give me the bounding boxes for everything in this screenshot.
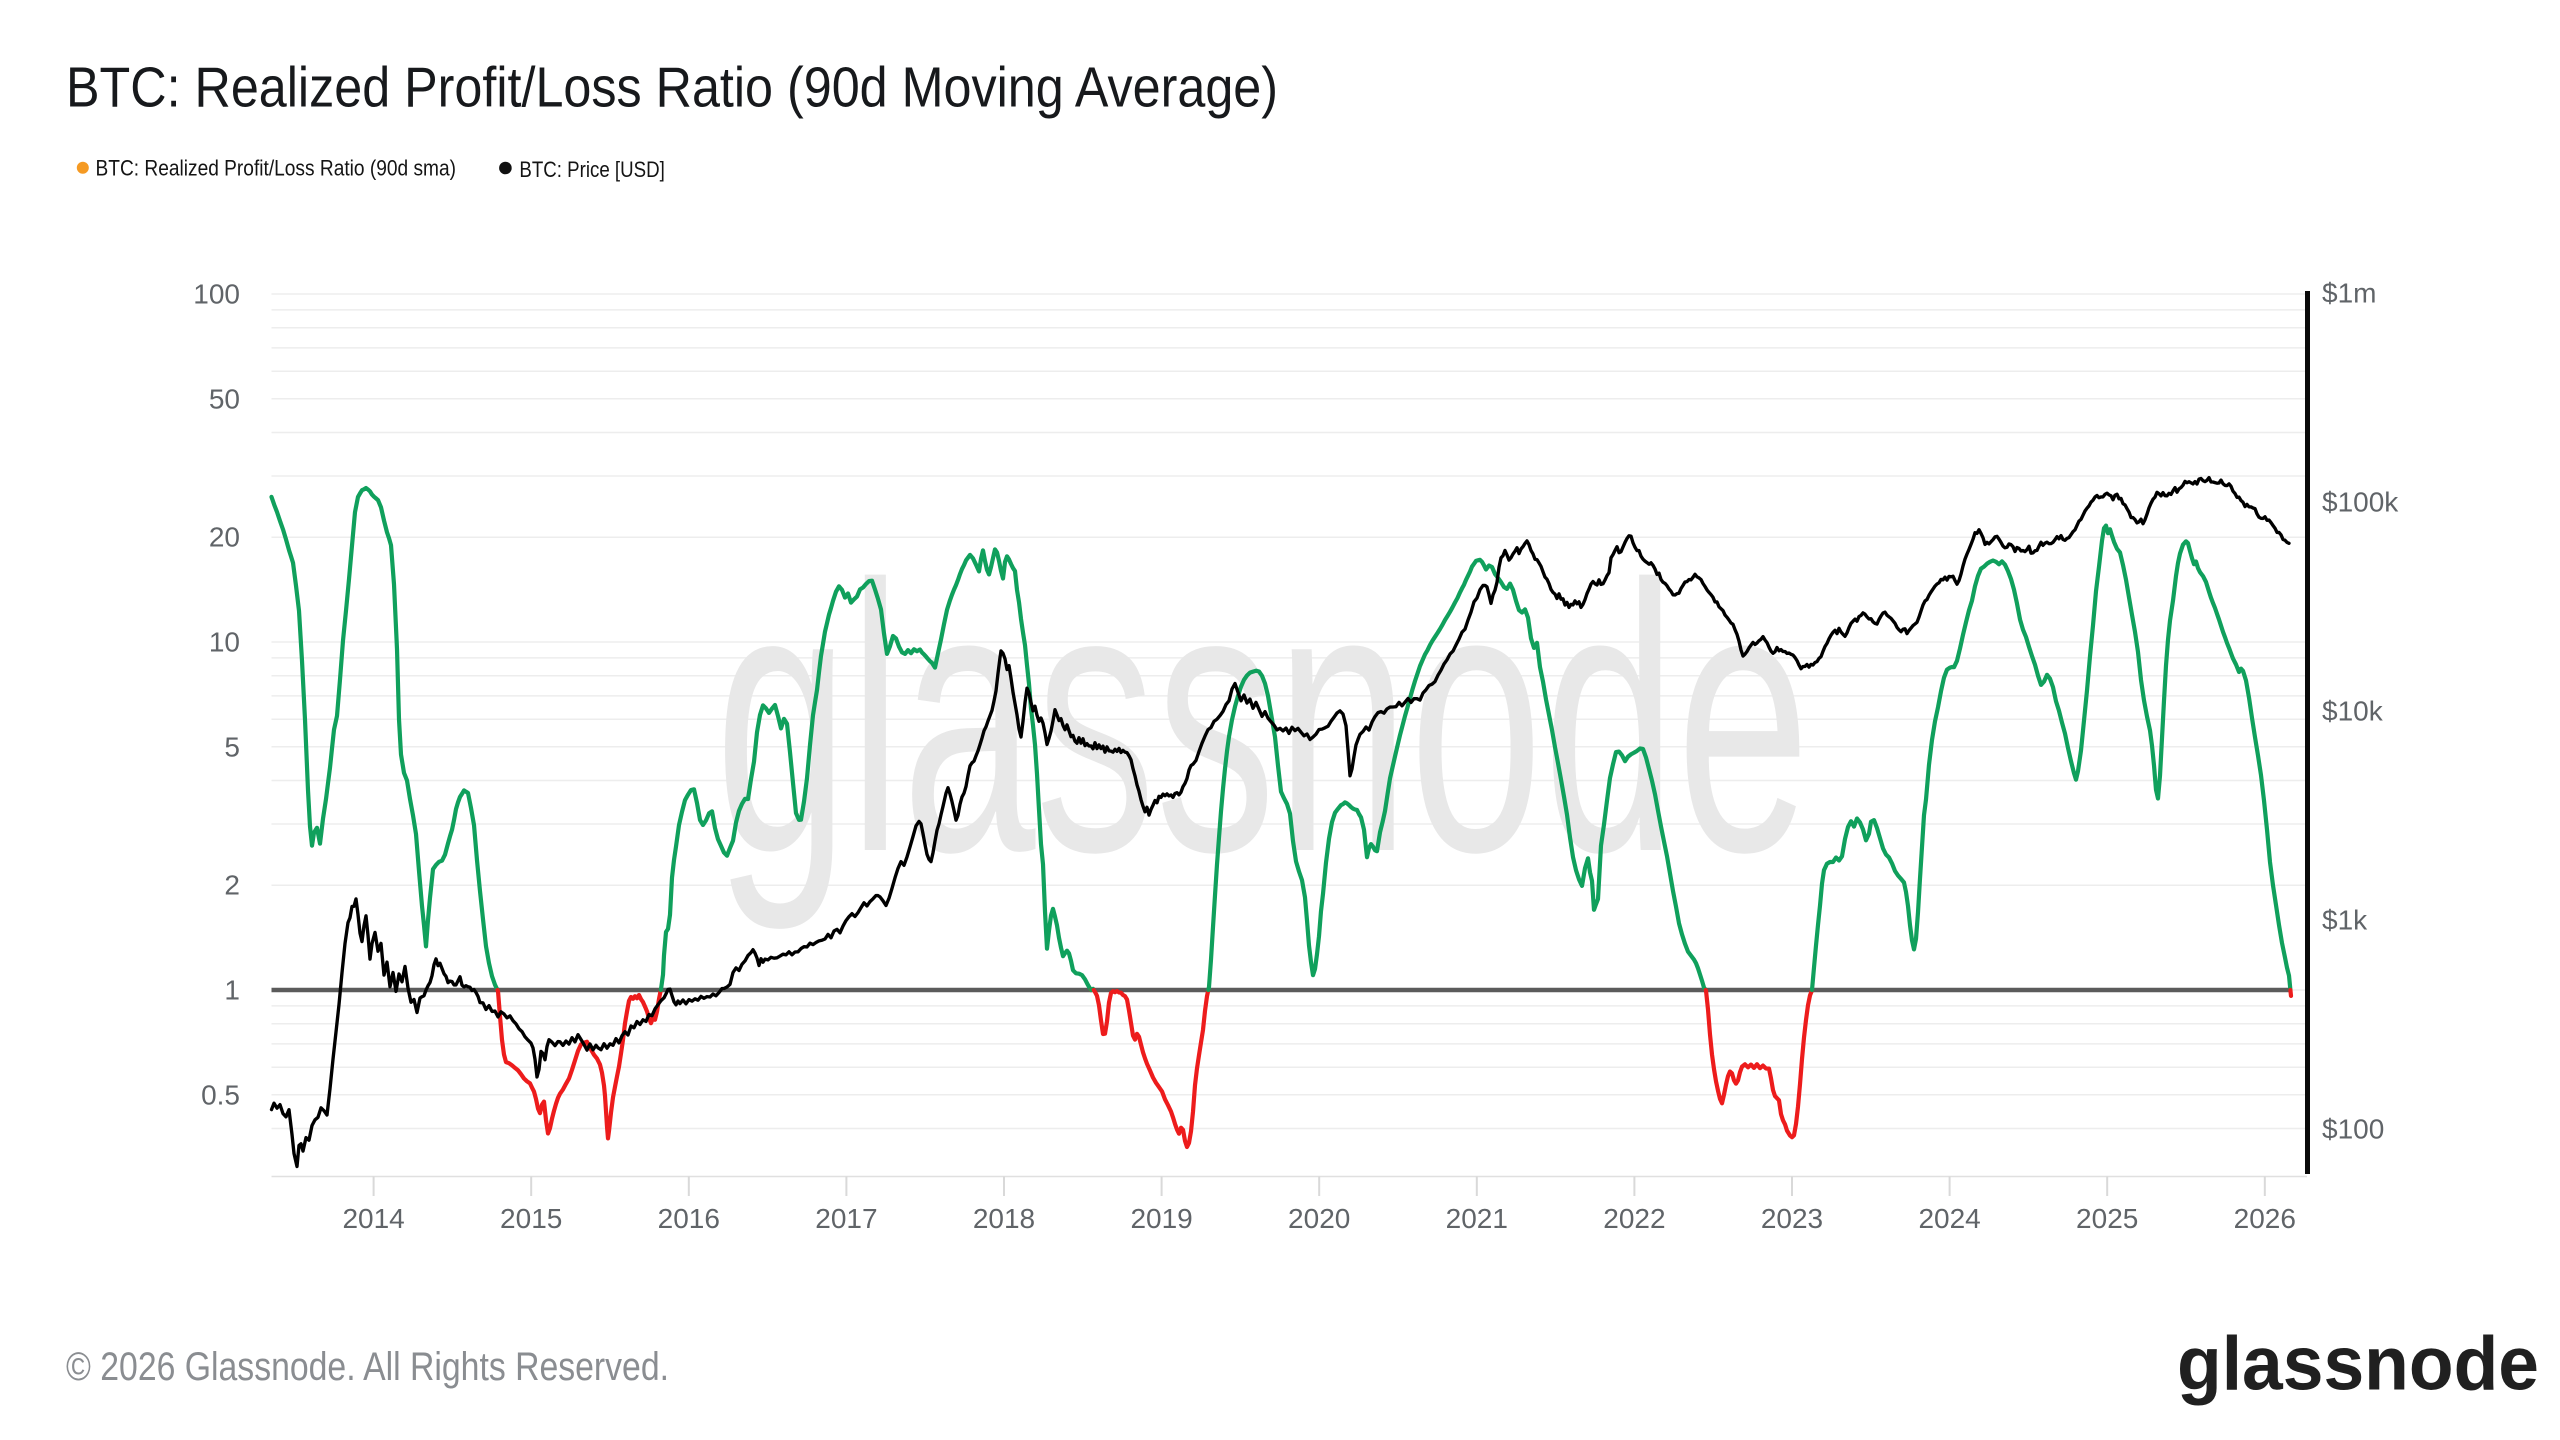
svg-text:BTC: Realized Profit/Loss Rati: BTC: Realized Profit/Loss Ratio (90d Mov…: [66, 56, 1278, 120]
svg-text:2015: 2015: [500, 1203, 562, 1234]
svg-text:2016: 2016: [658, 1203, 720, 1234]
svg-text:0.5: 0.5: [201, 1079, 240, 1110]
svg-text:2: 2: [224, 870, 240, 901]
svg-text:$10k: $10k: [2322, 696, 2384, 727]
svg-text:2022: 2022: [1603, 1203, 1665, 1234]
svg-text:BTC: Price [USD]: BTC: Price [USD]: [519, 157, 664, 182]
svg-text:glassnode: glassnode: [715, 506, 1810, 933]
svg-text:5: 5: [224, 731, 240, 762]
svg-text:$100k: $100k: [2322, 487, 2399, 518]
svg-text:2019: 2019: [1130, 1203, 1192, 1234]
svg-text:$100: $100: [2322, 1114, 2384, 1145]
svg-text:BTC: Realized Profit/Loss Rati: BTC: Realized Profit/Loss Ratio (90d sma…: [96, 156, 457, 181]
svg-text:2021: 2021: [1446, 1203, 1508, 1234]
svg-text:2023: 2023: [1761, 1203, 1823, 1234]
svg-text:2026: 2026: [2234, 1203, 2296, 1234]
svg-text:© 2026 Glassnode. All Rights R: © 2026 Glassnode. All Rights Reserved.: [66, 1345, 669, 1389]
svg-text:20: 20: [209, 522, 240, 553]
svg-text:glassnode: glassnode: [2177, 1322, 2539, 1407]
svg-text:50: 50: [209, 383, 240, 414]
svg-text:2025: 2025: [2076, 1203, 2138, 1234]
svg-text:2014: 2014: [342, 1203, 404, 1234]
svg-text:2020: 2020: [1288, 1203, 1350, 1234]
svg-text:10: 10: [209, 627, 240, 658]
svg-text:2018: 2018: [973, 1203, 1035, 1234]
svg-text:$1m: $1m: [2322, 278, 2376, 309]
svg-text:100: 100: [193, 279, 240, 310]
svg-text:1: 1: [224, 975, 240, 1006]
svg-text:2017: 2017: [815, 1203, 877, 1234]
svg-text:2024: 2024: [1918, 1203, 1980, 1234]
svg-text:$1k: $1k: [2322, 905, 2368, 936]
